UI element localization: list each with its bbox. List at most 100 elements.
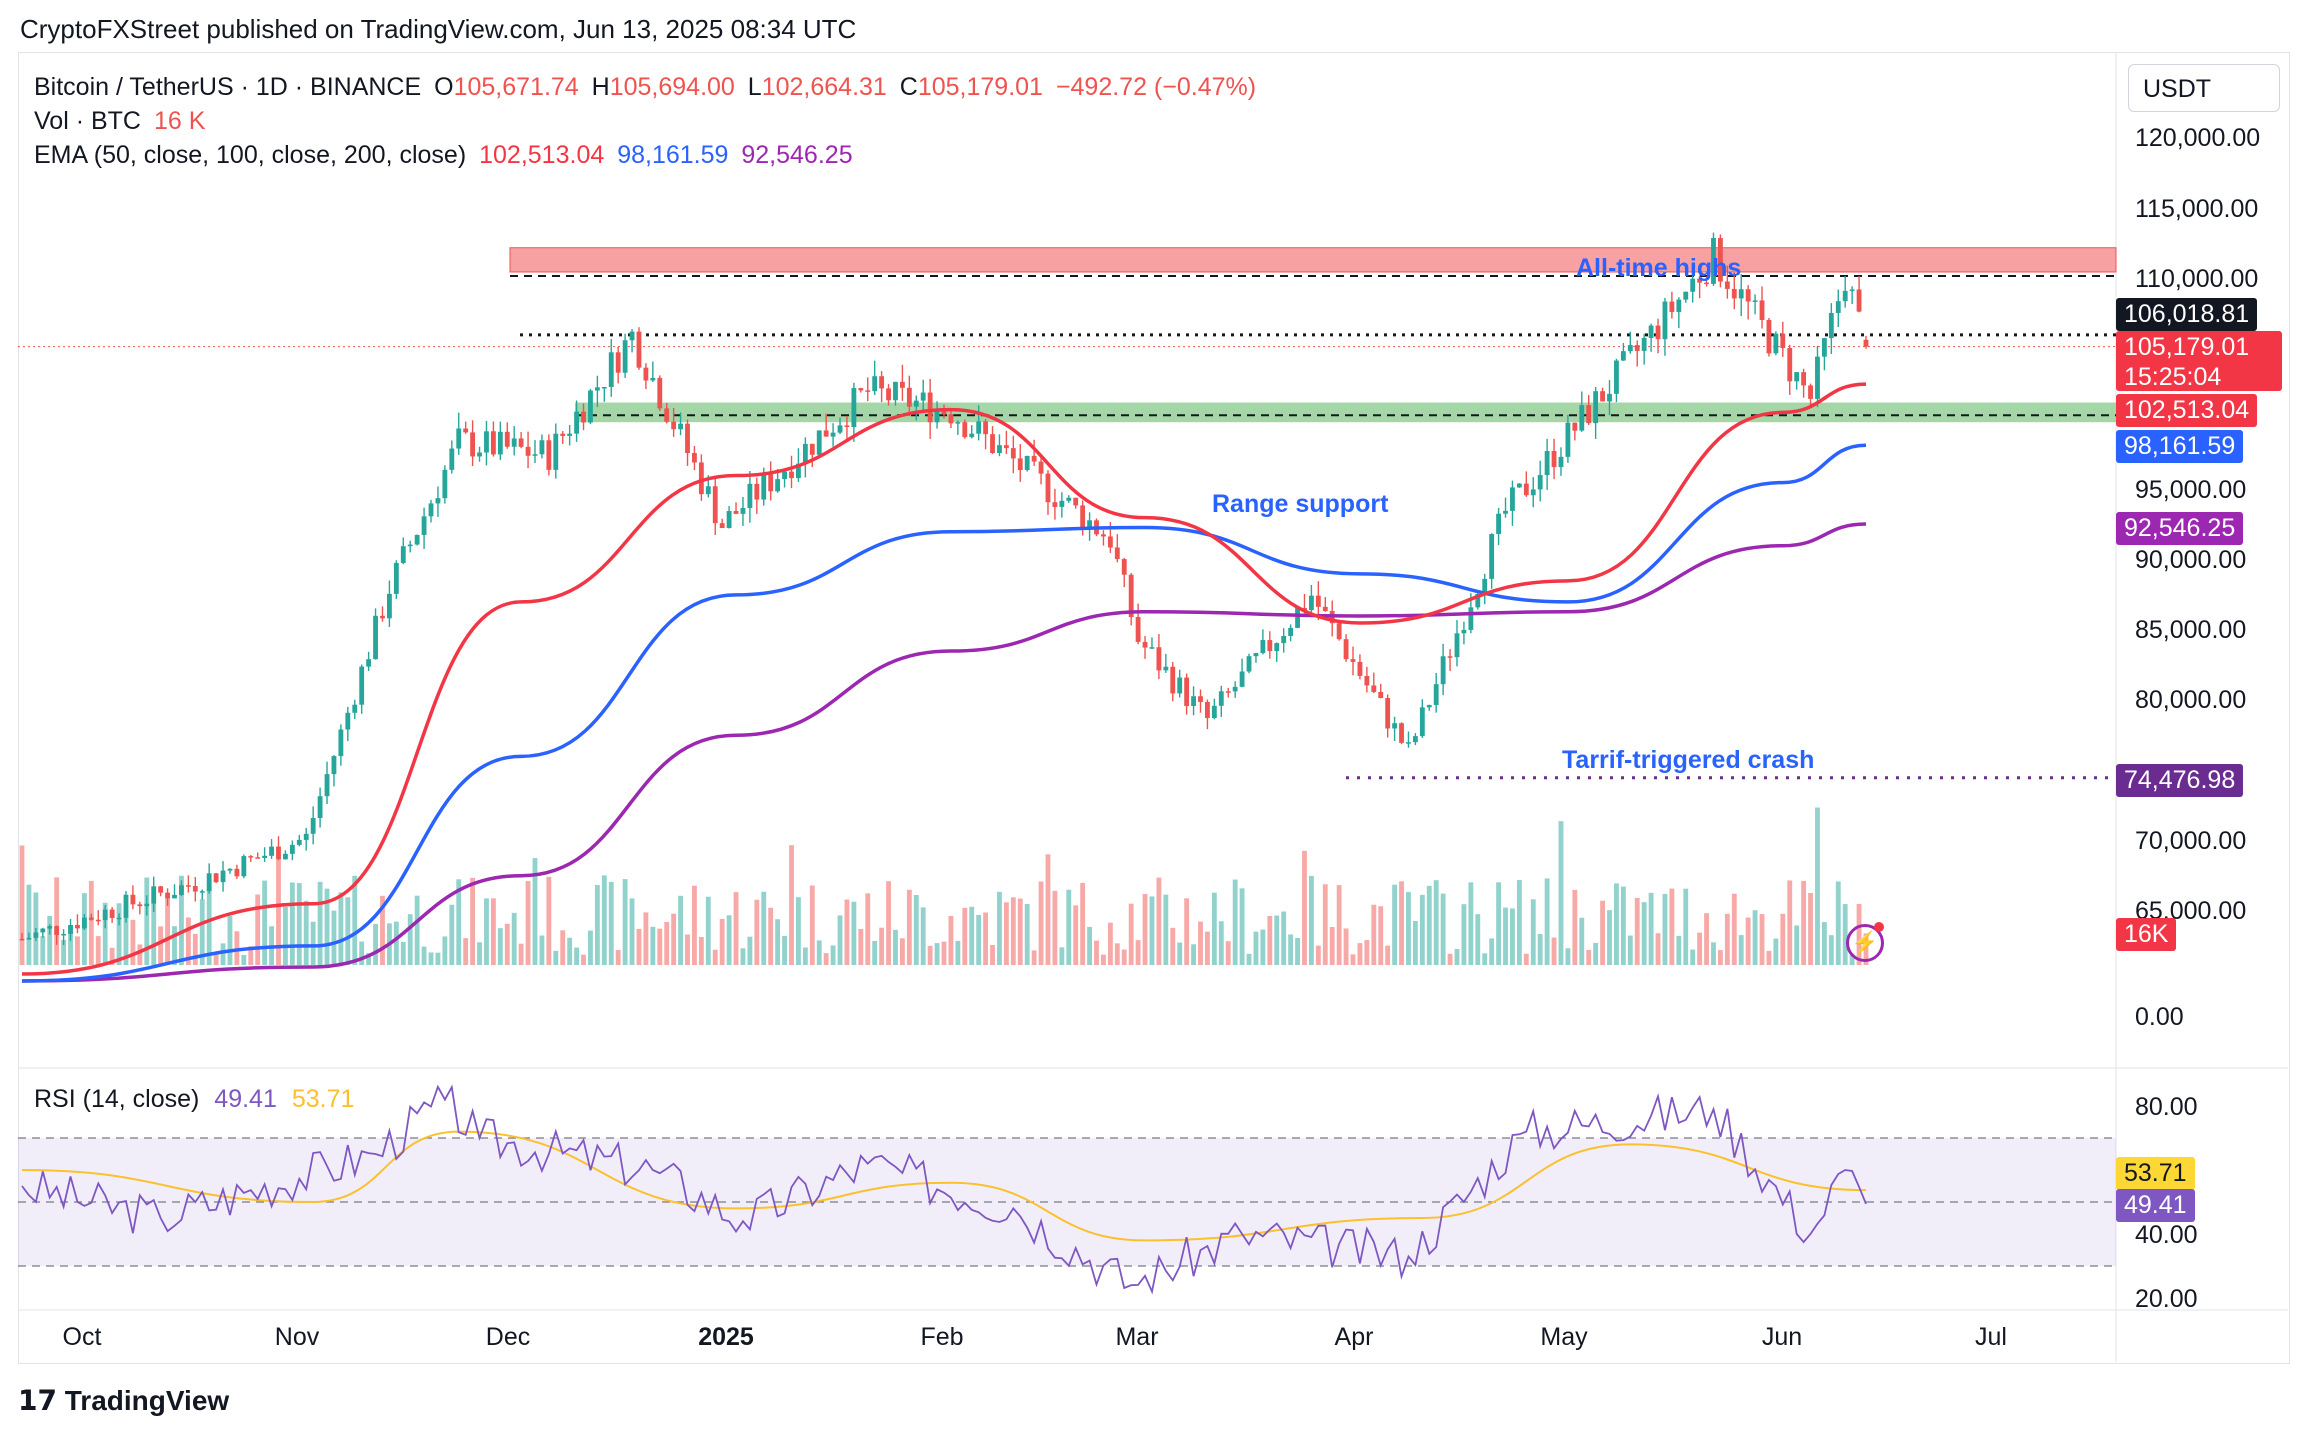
rsi-ma-line (21, 1130, 1867, 1242)
volume-bar (47, 916, 53, 965)
candle-body (1357, 661, 1363, 676)
candle-body (504, 431, 510, 447)
rsi-tag: 49.41 (2116, 1189, 2195, 1222)
candle-body (1315, 595, 1321, 607)
lightning-icon[interactable]: ⚡ (1846, 924, 1884, 962)
volume-bar (1731, 893, 1737, 965)
ema-row: EMA (50, close, 100, close, 200, close) … (34, 138, 1262, 172)
candle-body (1863, 339, 1869, 347)
volume-bar (588, 930, 593, 965)
candle-body (206, 873, 212, 892)
candle-body (678, 423, 683, 430)
volume-bar (1600, 900, 1605, 965)
volume-bar (879, 927, 885, 965)
candle-body (1426, 704, 1432, 708)
candle-body (796, 463, 801, 479)
volume-bar (428, 952, 434, 965)
candle-body (664, 408, 670, 422)
candle-body (345, 712, 351, 730)
candle-body (1239, 671, 1245, 687)
volume-bar (1322, 884, 1328, 965)
volume-bar (1288, 934, 1294, 965)
volume-bar (997, 891, 1002, 965)
volume-label[interactable]: Vol · BTC (34, 107, 141, 135)
candle-body (1218, 691, 1224, 706)
candle-body (692, 453, 697, 463)
volume-bar (1516, 880, 1522, 965)
tradingview-logo[interactable]: 𝟭𝟳 TradingView (18, 1384, 229, 1417)
volume-bar (1412, 920, 1418, 965)
candle-body (449, 448, 455, 470)
volume-bar (664, 921, 670, 965)
candle-body (560, 433, 566, 436)
candle-body (130, 894, 136, 905)
candle-body (234, 868, 240, 877)
symbol-label[interactable]: Bitcoin / TetherUS · 1D · BINANCE (34, 73, 422, 101)
volume-bar (449, 904, 455, 965)
volume-bar (726, 915, 732, 965)
rsi-label[interactable]: RSI (14, close) (34, 1085, 200, 1113)
candle-body (1135, 617, 1141, 642)
candle-body (1558, 456, 1564, 468)
candle-body (1461, 629, 1467, 634)
volume-bar (414, 895, 420, 965)
currency-selector[interactable]: USDT (2128, 64, 2280, 112)
volume-bar (213, 953, 219, 965)
candle-body (1371, 685, 1377, 692)
volume-bar (61, 939, 67, 965)
volume-bar (920, 907, 926, 965)
volume-bar (1697, 932, 1703, 965)
volume-bar (1329, 927, 1335, 965)
volume-row: Vol · BTC 16 K (34, 104, 1262, 138)
volume-bar (1593, 942, 1599, 965)
candle-body (1489, 534, 1495, 579)
close-value: 105,179.01 (917, 73, 1043, 101)
candle-body (1350, 659, 1356, 662)
volume-bar (102, 902, 108, 965)
volume-bar (1551, 937, 1557, 965)
candle-body (768, 474, 774, 492)
candle-body (1745, 289, 1751, 302)
candle-body (456, 428, 462, 449)
chart-legend: Bitcoin / TetherUS · 1D · BINANCE O105,6… (34, 70, 1262, 172)
ema200-price-tag: 92,546.25 (2116, 512, 2244, 545)
volume-bar (1627, 935, 1633, 965)
candle-body (872, 376, 878, 392)
volume-bar (629, 898, 635, 965)
volume-bar (782, 935, 787, 965)
candle-body (1627, 345, 1633, 352)
candle-body (172, 894, 177, 899)
volume-value: 16 K (153, 107, 206, 135)
volume-bar (1149, 896, 1155, 965)
volume-bar (144, 877, 150, 965)
volume-bar (1711, 942, 1716, 965)
volume-bar (886, 881, 891, 965)
range-support-annotation: Range support (1212, 490, 1389, 518)
volume-bar (95, 936, 101, 965)
volume-bar (192, 933, 198, 965)
volume-bar (899, 938, 905, 965)
candle-body (532, 454, 538, 456)
candle-body (823, 430, 829, 437)
ema-label[interactable]: EMA (50, close, 100, close, 200, close) (34, 141, 467, 169)
candle-body (352, 704, 358, 713)
candle-body (1170, 666, 1176, 694)
volume-bar (1170, 927, 1176, 965)
tv-logo-icon: 𝟭𝟳 (18, 1385, 65, 1416)
candle-body (276, 846, 281, 860)
ema200-line (21, 522, 1867, 983)
volume-bar (26, 884, 32, 965)
volume-bar (1308, 875, 1314, 965)
candle-body (47, 926, 53, 929)
candle-body (1711, 238, 1716, 284)
candle-body (997, 445, 1002, 453)
volume-bar (768, 907, 774, 965)
candle-body (1447, 656, 1453, 658)
volume-bar (1135, 940, 1141, 965)
volume-bar (1128, 903, 1134, 965)
volume-bar (1274, 915, 1280, 965)
candle-body (782, 471, 787, 480)
volume-bar (698, 937, 704, 965)
volume-bar (567, 937, 573, 965)
